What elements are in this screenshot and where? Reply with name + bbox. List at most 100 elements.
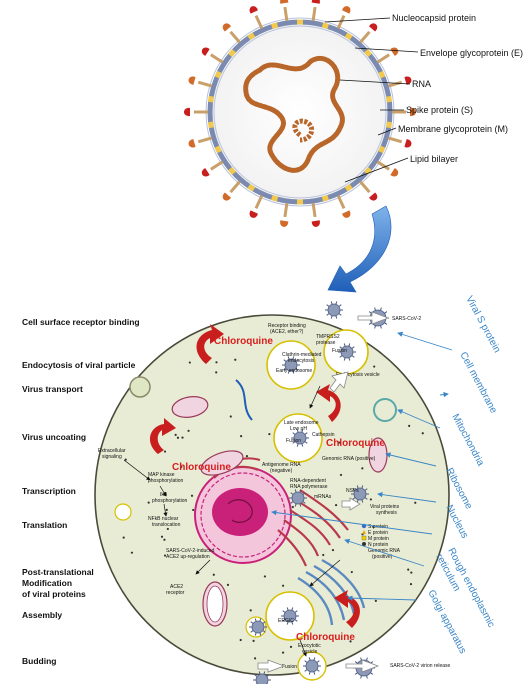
small-virion-spike [250,630,254,633]
small-virion-spike [326,304,330,307]
ribosome [373,365,376,368]
small-virion-spike [299,503,302,507]
detail-labels: SARS-CoV-2 Receptor binding (ACE2, ether… [98,316,451,670]
membrane-protein [378,70,386,79]
svg-text:(negative): (negative) [270,468,293,474]
small-virion-spike [294,610,298,613]
small-virion-spike [374,325,377,329]
virion-structure [184,0,416,227]
ribosome [253,657,257,660]
svg-text:Receptor binding: Receptor binding [268,323,306,329]
ribosome [174,433,177,436]
ribosome [281,584,285,587]
ribosome [369,498,372,501]
spike-stalk [197,80,213,88]
small-virion-spike [360,675,363,679]
ribosome [407,568,410,571]
small-virion-spike [316,669,320,672]
svg-text:phosphorylation: phosphorylation [148,478,184,484]
svg-text:RNA-dependent: RNA-dependent [290,478,326,484]
small-virion-spike [354,661,358,664]
small-virion-spike [292,441,296,444]
ribosome [176,436,180,439]
stage-assembly: Assembly [22,610,62,620]
stage-modification: Modification [22,578,72,588]
label-golgi: Golgi apparatus [425,588,468,656]
svg-text:ACE2: ACE2 [170,584,183,590]
spike-head [369,192,378,201]
chloroquine-label-4: Chloroquine [296,632,355,643]
spike-stalk [197,136,213,144]
ribosome [350,570,353,574]
virion-leaders [324,17,419,183]
svg-text:Late endosome: Late endosome [284,420,319,426]
membrane-protein [297,199,303,205]
spike-head [390,168,399,177]
small-virion-spike [351,346,355,349]
ribosome [215,371,218,374]
chloroquine-label-2: Chloroquine [326,438,385,449]
stage-translation: Translation [22,520,67,530]
small-virion-spike [374,307,377,311]
small-virion-spike [379,325,382,329]
small-virion-spike [296,429,299,433]
ribosome [165,508,168,511]
spike-stalk [311,202,317,218]
membrane-protein [364,167,372,175]
ribosome [268,432,271,436]
spike-stalk [336,195,346,210]
svg-text:Early endosome: Early endosome [276,368,312,374]
ribosome [187,429,190,432]
label-nucleocapsid: Nucleocapsid protein [392,13,476,23]
small-virion-spike [338,313,342,316]
small-virion-spike [250,621,254,624]
ribosome [339,473,343,477]
spike-stalk [311,6,317,22]
spike-head [222,192,231,201]
spike-stalk [336,14,346,29]
small-virion-spike [364,488,368,491]
ribosome [414,501,417,504]
membrane-protein [297,19,303,25]
small-virion-spike [295,359,299,362]
label-cell-membrane: Cell membrane [457,350,499,415]
stage-virus-uncoating: Virus uncoating [22,432,86,442]
small-virion-spike [287,356,290,360]
mitochondria [171,396,388,627]
spike-stalk [359,180,371,194]
spike-head [311,220,320,227]
stage-cell-surface-receptor-binding: Cell surface receptor binding [22,317,140,327]
svg-text:MAP kinase: MAP kinase [148,472,175,478]
svg-text:phosphorylation: phosphorylation [152,498,188,504]
membrane-protein [271,22,279,29]
membrane-protein [386,95,392,103]
ribosome [122,536,125,539]
small-virion-spike [295,368,299,371]
small-virion-spike [287,370,290,374]
small-virion [251,620,265,634]
small-virion-spike [354,672,358,675]
small-virion-spike [292,432,296,435]
ribosome [334,503,338,507]
small-virion-spike [286,607,289,611]
small-virion-spike [259,618,262,622]
spike-stalk [283,202,289,218]
organelle-pointers [271,331,453,601]
svg-text:mRNAs: mRNAs [314,494,332,500]
small-virion-spike [258,671,261,675]
ribosome [180,465,183,468]
ribosome [160,535,164,538]
ribosome [229,415,232,418]
ribosome [361,467,364,470]
membrane-protein [247,183,256,192]
ribosome [322,553,325,557]
ribosome [291,505,294,509]
spike-head [404,139,412,148]
rna-strand [243,55,345,173]
ribosome [130,551,134,554]
membrane-protein [321,195,329,202]
spike-head [404,76,412,85]
ribosome [349,640,352,643]
ribosome [421,432,424,435]
